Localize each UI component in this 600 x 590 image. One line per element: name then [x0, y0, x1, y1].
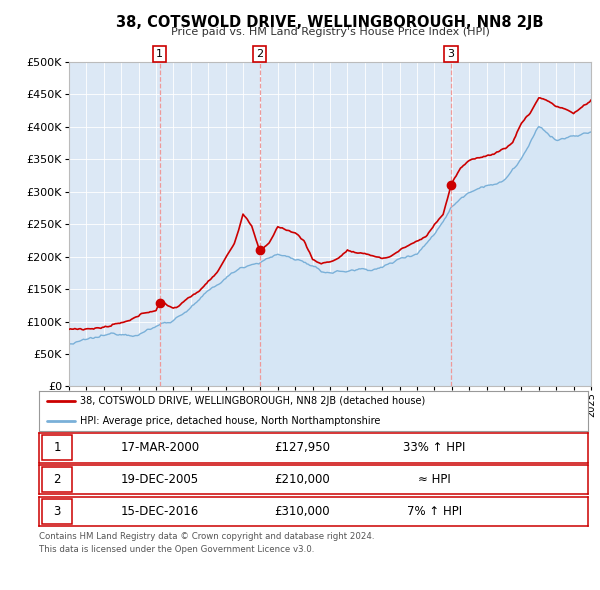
FancyBboxPatch shape [42, 435, 72, 460]
Text: £310,000: £310,000 [275, 505, 331, 518]
Text: 3: 3 [448, 49, 455, 59]
FancyBboxPatch shape [42, 499, 72, 524]
Text: £127,950: £127,950 [275, 441, 331, 454]
Text: 33% ↑ HPI: 33% ↑ HPI [403, 441, 466, 454]
Text: 15-DEC-2016: 15-DEC-2016 [121, 505, 199, 518]
Text: Price paid vs. HM Land Registry's House Price Index (HPI): Price paid vs. HM Land Registry's House … [170, 27, 490, 37]
Text: 2: 2 [256, 49, 263, 59]
Text: 38, COTSWOLD DRIVE, WELLINGBOROUGH, NN8 2JB: 38, COTSWOLD DRIVE, WELLINGBOROUGH, NN8 … [116, 15, 544, 30]
Text: 2: 2 [53, 473, 61, 486]
Text: ≈ HPI: ≈ HPI [418, 473, 451, 486]
Text: 17-MAR-2000: 17-MAR-2000 [120, 441, 199, 454]
Text: 7% ↑ HPI: 7% ↑ HPI [407, 505, 462, 518]
Text: 1: 1 [156, 49, 163, 59]
Text: Contains HM Land Registry data © Crown copyright and database right 2024.: Contains HM Land Registry data © Crown c… [39, 532, 374, 541]
Text: 38, COTSWOLD DRIVE, WELLINGBOROUGH, NN8 2JB (detached house): 38, COTSWOLD DRIVE, WELLINGBOROUGH, NN8 … [80, 396, 425, 407]
Text: This data is licensed under the Open Government Licence v3.0.: This data is licensed under the Open Gov… [39, 545, 314, 554]
Text: 19-DEC-2005: 19-DEC-2005 [121, 473, 199, 486]
Text: 1: 1 [53, 441, 61, 454]
Text: HPI: Average price, detached house, North Northamptonshire: HPI: Average price, detached house, Nort… [80, 416, 380, 425]
Text: 3: 3 [53, 505, 61, 518]
FancyBboxPatch shape [42, 467, 72, 492]
Text: £210,000: £210,000 [275, 473, 331, 486]
